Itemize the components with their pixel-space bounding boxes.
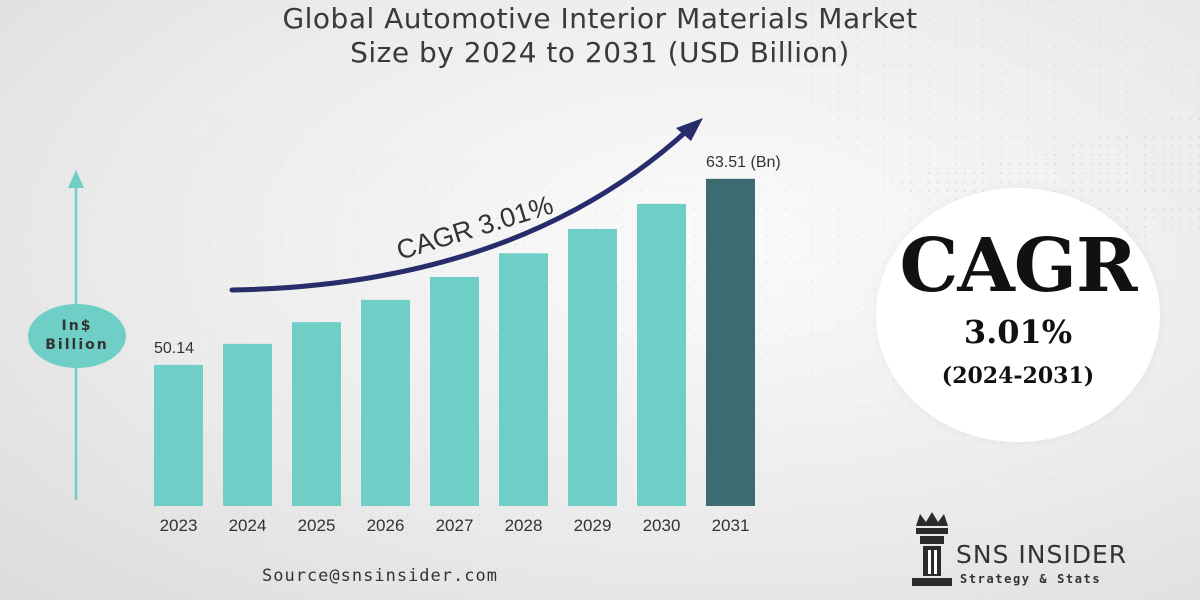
bar-2031 — [706, 178, 755, 507]
chart-title: Global Automotive Interior Materials Mar… — [150, 2, 1050, 70]
cagr-circle — [876, 188, 1160, 442]
bar-2030 — [637, 203, 686, 506]
logo-tagline: Strategy & Stats — [960, 572, 1102, 586]
x-tick-label-2030: 2030 — [643, 516, 681, 535]
chart-title-line-2: Size by 2024 to 2031 (USD Billion) — [350, 36, 850, 69]
x-tick-label-2027: 2027 — [436, 516, 474, 535]
x-tick-label-2026: 2026 — [367, 516, 405, 535]
cagr-period: (2024-2031) — [941, 363, 1095, 389]
source-text: Source@snsinsider.com — [262, 566, 498, 586]
trend-arrowhead — [676, 118, 703, 141]
bar-2023 — [154, 364, 203, 506]
axis-unit-badge: In$ Billion — [28, 304, 126, 368]
bar-2029 — [568, 228, 617, 506]
x-tick-label-2029: 2029 — [574, 516, 612, 535]
bar-2027 — [430, 276, 479, 506]
cagr-label: CAGR — [899, 223, 1137, 309]
data-label-2031: 63.51 (Bn) — [706, 154, 781, 171]
logo-icon — [912, 512, 952, 586]
bar-2024 — [223, 343, 272, 506]
x-tick-label-2031: 2031 — [712, 516, 750, 535]
data-label-2023: 50.14 — [154, 340, 194, 357]
trend-arrow-line — [229, 125, 693, 293]
chart-title-line-1: Global Automotive Interior Materials Mar… — [282, 2, 918, 35]
y-axis-arrowhead — [68, 170, 84, 188]
x-tick-label-2024: 2024 — [229, 516, 267, 535]
bar-2028 — [499, 253, 548, 506]
bar-2026 — [361, 299, 410, 506]
x-tick-label-2025: 2025 — [298, 516, 336, 535]
bar-2025 — [292, 322, 341, 506]
x-tick-label-2028: 2028 — [505, 516, 543, 535]
axis-unit-line-2: Billion — [45, 337, 109, 353]
axis-unit-line-1: In$ — [61, 318, 93, 334]
x-tick-label-2023: 2023 — [160, 516, 198, 535]
logo-name: SNS INSIDER — [956, 540, 1128, 569]
cagr-rate: 3.01% — [963, 313, 1073, 351]
